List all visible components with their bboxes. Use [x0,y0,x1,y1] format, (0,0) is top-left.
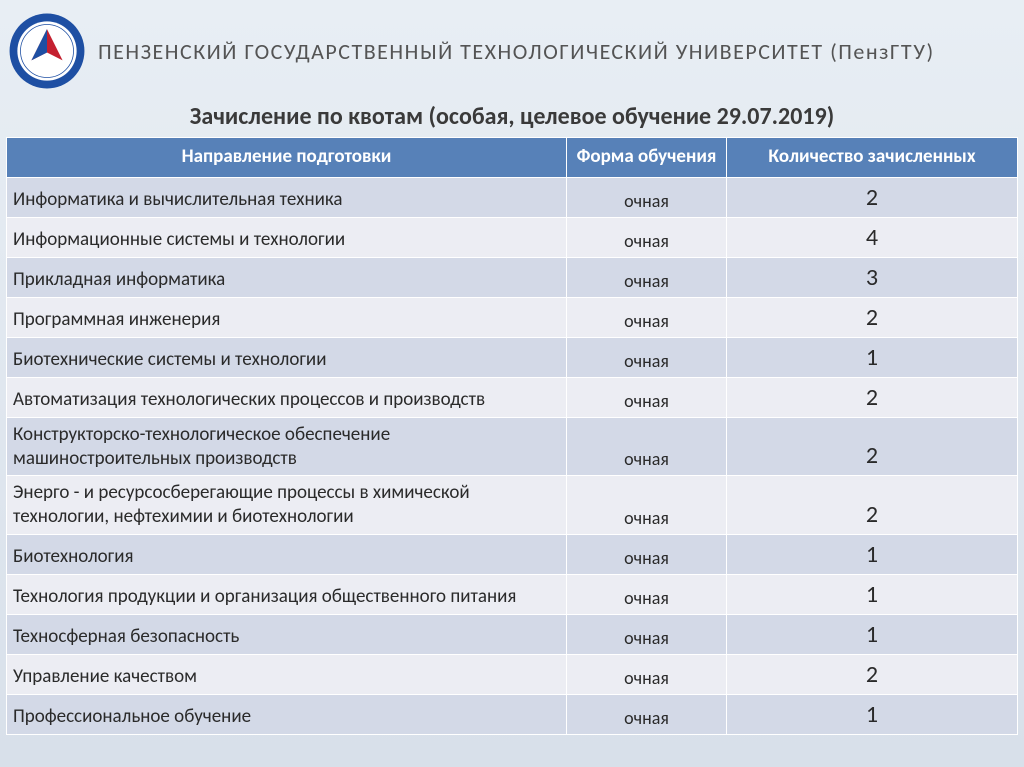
table-row: Управление качествомочная2 [7,654,1018,694]
cell-form: очная [567,694,727,734]
cell-form: очная [567,257,727,297]
cell-direction: Техносферная безопасность [7,614,567,654]
enrollment-table: Направление подготовки Форма обучения Ко… [6,137,1018,735]
cell-direction: Энерго - и ресурсосберегающие процессы в… [7,476,567,535]
page-header: ПЕНЗЕНСКИЙ ГОСУДАРСТВЕННЫЙ ТЕХНОЛОГИЧЕСК… [0,0,1024,98]
cell-form: очная [567,574,727,614]
cell-direction: Прикладная информатика [7,257,567,297]
cell-direction: Технология продукции и организация общес… [7,574,567,614]
cell-count: 1 [727,694,1018,734]
table-row: Техносферная безопасностьочная1 [7,614,1018,654]
table-row: Автоматизация технологических процессов … [7,377,1018,417]
cell-form: очная [567,297,727,337]
cell-count: 3 [727,257,1018,297]
enrollment-table-container: Направление подготовки Форма обучения Ко… [0,137,1024,735]
col-header-direction: Направление подготовки [7,138,567,178]
table-row: Энерго - и ресурсосберегающие процессы в… [7,476,1018,535]
table-row: Биотехнические системы и технологииочная… [7,337,1018,377]
table-row: Программная инженерияочная2 [7,297,1018,337]
cell-count: 2 [727,297,1018,337]
cell-form: очная [567,177,727,217]
cell-direction: Конструкторско-технологическое обеспечен… [7,417,567,476]
cell-count: 1 [727,574,1018,614]
table-row: Информационные системы и технологииочная… [7,217,1018,257]
col-header-count: Количество зачисленных [727,138,1018,178]
table-row: Прикладная информатикаочная3 [7,257,1018,297]
cell-direction: Информационные системы и технологии [7,217,567,257]
table-row: Конструкторско-технологическое обеспечен… [7,417,1018,476]
cell-form: очная [567,654,727,694]
cell-count: 2 [727,476,1018,535]
cell-count: 1 [727,534,1018,574]
cell-direction: Профессиональное обучение [7,694,567,734]
cell-count: 1 [727,614,1018,654]
cell-form: очная [567,217,727,257]
cell-count: 2 [727,417,1018,476]
cell-count: 2 [727,377,1018,417]
table-row: Биотехнологияочная1 [7,534,1018,574]
table-header-row: Направление подготовки Форма обучения Ко… [7,138,1018,178]
university-name: ПЕНЗЕНСКИЙ ГОСУДАРСТВЕННЫЙ ТЕХНОЛОГИЧЕСК… [98,38,935,65]
cell-form: очная [567,614,727,654]
cell-count: 1 [727,337,1018,377]
cell-direction: Управление качеством [7,654,567,694]
table-row: Технология продукции и организация общес… [7,574,1018,614]
page-title: Зачисление по квотам (особая, целевое об… [0,102,1024,131]
cell-count: 4 [727,217,1018,257]
cell-direction: Биотехнические системы и технологии [7,337,567,377]
table-row: Профессиональное обучениеочная1 [7,694,1018,734]
cell-direction: Автоматизация технологических процессов … [7,377,567,417]
cell-form: очная [567,417,727,476]
cell-count: 2 [727,177,1018,217]
cell-form: очная [567,377,727,417]
table-row: Информатика и вычислительная техникаочна… [7,177,1018,217]
cell-form: очная [567,476,727,535]
cell-form: очная [567,534,727,574]
cell-count: 2 [727,654,1018,694]
cell-form: очная [567,337,727,377]
table-body: Информатика и вычислительная техникаочна… [7,177,1018,734]
cell-direction: Программная инженерия [7,297,567,337]
cell-direction: Биотехнология [7,534,567,574]
cell-direction: Информатика и вычислительная техника [7,177,567,217]
university-logo-icon [8,12,86,90]
col-header-form: Форма обучения [567,138,727,178]
